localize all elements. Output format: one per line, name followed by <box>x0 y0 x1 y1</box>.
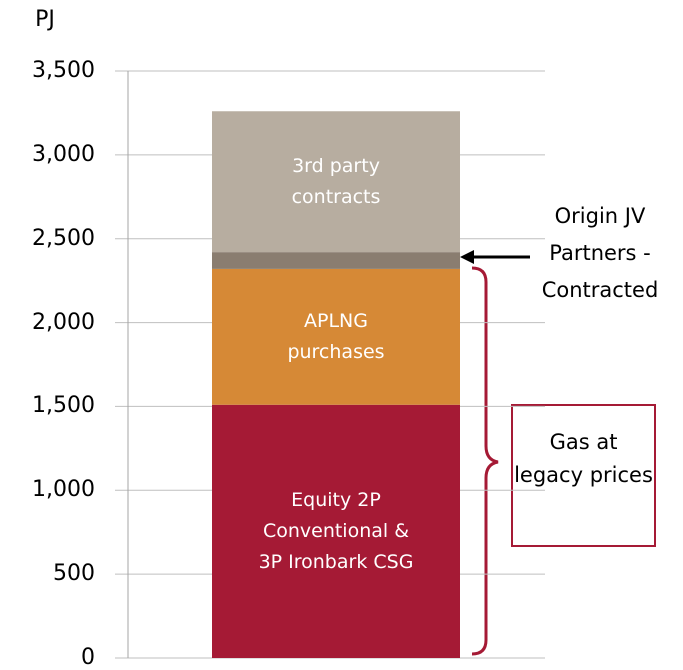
segment-label: APLNG purchases <box>287 309 385 363</box>
annotation: Gas at legacy prices <box>514 430 653 487</box>
bar-segment <box>212 404 460 658</box>
arrow-head <box>460 250 474 264</box>
y-tick-label: 0 <box>81 645 95 670</box>
bar-segment <box>212 111 460 253</box>
y-axis-label: PJ <box>35 7 55 32</box>
y-tick-label: 3,500 <box>32 58 95 83</box>
segment-label: 3rd party contracts <box>291 154 381 208</box>
bar-segment <box>212 252 460 269</box>
bar-segment <box>212 268 460 405</box>
annotation: Origin JV Partners - Contracted <box>541 204 659 302</box>
y-tick-label: 1,500 <box>32 393 95 419</box>
y-tick-label: 2,000 <box>32 309 95 335</box>
segment-label: Equity 2P Conventional & 3P Ironbark CSG <box>258 488 414 573</box>
y-tick-label: 500 <box>53 561 95 587</box>
y-tick-label: 2,500 <box>32 225 95 251</box>
brace <box>471 266 499 656</box>
annotation-box <box>511 404 656 547</box>
y-tick-label: 3,000 <box>32 141 95 167</box>
y-tick-label: 1,000 <box>32 477 95 503</box>
